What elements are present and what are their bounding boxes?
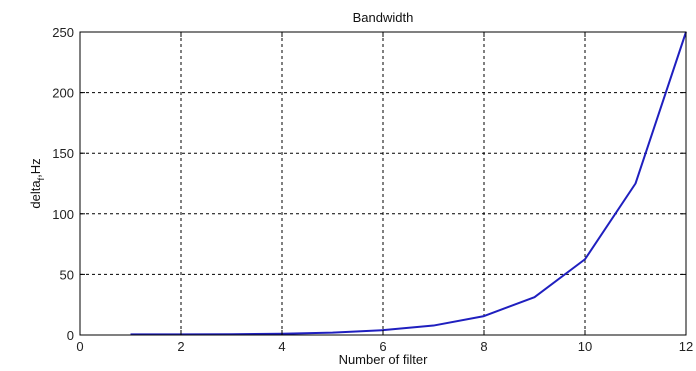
- bandwidth-series-line: [130, 31, 687, 336]
- y-tick-label: 50: [60, 267, 74, 282]
- y-tick-label: 0: [67, 328, 74, 343]
- chart-title: Bandwidth: [353, 10, 414, 25]
- y-tick-label: 250: [52, 25, 74, 40]
- y-axis-label-unit: ,Hz: [28, 158, 43, 178]
- y-tick-label: 100: [52, 207, 74, 222]
- y-tick-label: 200: [52, 86, 74, 101]
- data-series: [130, 31, 687, 336]
- y-axis-label-main: delta: [28, 180, 43, 209]
- x-tick-label: 0: [76, 339, 83, 354]
- x-tick-label: 8: [480, 339, 487, 354]
- x-tick-label: 6: [379, 339, 386, 354]
- y-axis-label-subscript: f: [36, 177, 46, 180]
- y-tick-label: 150: [52, 146, 74, 161]
- x-tick-label: 4: [278, 339, 285, 354]
- x-tick-label: 10: [578, 339, 592, 354]
- x-tick-label: 2: [177, 339, 184, 354]
- x-axis-label: Number of filter: [339, 352, 429, 367]
- x-tick-label: 12: [679, 339, 693, 354]
- axis-ticks: 0 2 4 6 8 10 12 0 50 100 150 200 250: [52, 25, 693, 354]
- y-axis-label: deltaf,Hz: [28, 158, 46, 208]
- grid-lines: [80, 32, 686, 335]
